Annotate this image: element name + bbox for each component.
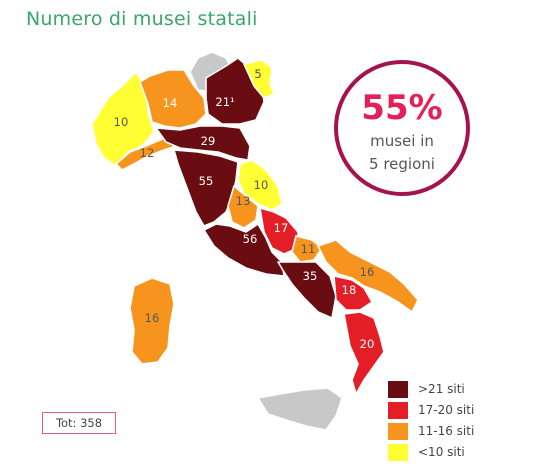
- region-campania[interactable]: [277, 261, 337, 319]
- region-sardegna[interactable]: [129, 277, 175, 365]
- label-basilicata: 18: [342, 283, 357, 297]
- highlight-line2: 5 regioni: [369, 155, 435, 173]
- legend-swatch: [388, 381, 408, 398]
- region-lazio[interactable]: [203, 223, 285, 277]
- region-basilicata[interactable]: [333, 275, 373, 311]
- legend-label: 11-16 siti: [418, 424, 475, 438]
- label-molise: 11: [301, 242, 316, 256]
- label-veneto: 21¹: [215, 95, 234, 109]
- legend-label: <10 siti: [418, 445, 465, 459]
- label-piemonte: 10: [114, 115, 129, 129]
- legend-label: 17-20 siti: [418, 403, 475, 417]
- label-umbria: 13: [236, 194, 251, 208]
- legend-swatch: [388, 444, 408, 461]
- label-friuli: 5: [254, 67, 261, 81]
- region-calabria[interactable]: [343, 311, 385, 395]
- label-emilia: 29: [201, 134, 216, 148]
- region-emilia[interactable]: [155, 125, 251, 161]
- label-sardegna: 16: [145, 311, 160, 325]
- label-calabria: 20: [360, 337, 375, 351]
- page-title: Numero di musei statali: [26, 8, 258, 30]
- region-molise[interactable]: [291, 235, 323, 263]
- label-campania: 35: [303, 269, 318, 283]
- highlight-line1: musei in: [370, 132, 434, 150]
- region-toscana[interactable]: [173, 149, 239, 227]
- label-liguria: 12: [140, 146, 155, 160]
- label-toscana: 55: [199, 174, 214, 188]
- region-umbria[interactable]: [227, 185, 259, 229]
- legend-swatch: [388, 423, 408, 440]
- region-piemonte[interactable]: [91, 71, 155, 167]
- region-friuli[interactable]: [243, 59, 275, 99]
- label-lombardia: 14: [163, 96, 178, 110]
- legend-swatch: [388, 402, 408, 419]
- total-box: Tot: 358: [42, 412, 116, 434]
- legend-label: >21 siti: [418, 382, 465, 396]
- region-puglia[interactable]: [317, 239, 419, 313]
- region-sicilia[interactable]: [257, 387, 343, 431]
- label-lazio: 56: [243, 232, 258, 246]
- label-puglia: 16: [360, 265, 375, 279]
- highlight-percent: 55%: [361, 88, 443, 128]
- label-abruzzo: 17: [274, 221, 289, 235]
- region-lombardia[interactable]: [139, 69, 207, 129]
- label-marche: 10: [254, 178, 269, 192]
- highlight-circle: 55% musei in 5 regioni: [334, 60, 470, 196]
